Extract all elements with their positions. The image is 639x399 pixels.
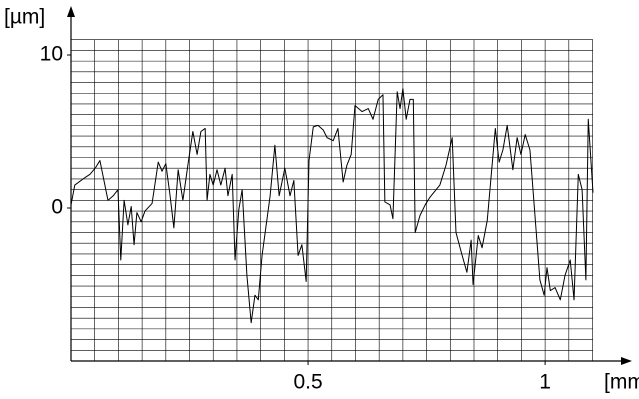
x-axis-label: [mm] xyxy=(604,371,639,394)
x-tick-label: 1 xyxy=(539,371,551,394)
y-axis-label: [µm] xyxy=(4,6,45,29)
y-tick-label: 0 xyxy=(51,196,63,219)
y-tick-label: 10 xyxy=(40,43,63,66)
y-axis-arrow xyxy=(67,6,75,17)
x-tick-label: 0.5 xyxy=(293,371,322,394)
profile-line xyxy=(70,88,594,324)
x-axis-arrow xyxy=(621,357,632,365)
